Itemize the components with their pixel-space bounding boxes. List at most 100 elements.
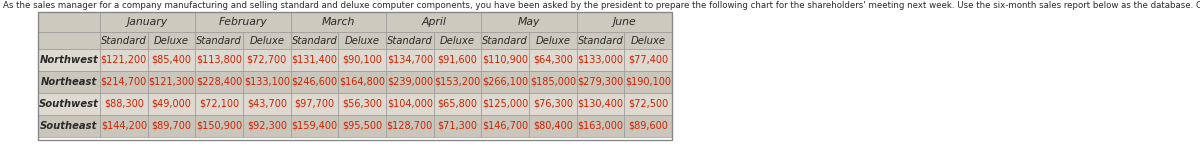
Text: $239,000: $239,000: [386, 77, 433, 87]
Bar: [290, 49, 338, 71]
Text: May: May: [518, 17, 540, 27]
Text: Northwest: Northwest: [40, 55, 98, 65]
Bar: [100, 71, 148, 93]
Bar: [196, 12, 290, 32]
Bar: [577, 71, 624, 93]
Bar: [148, 115, 196, 137]
Bar: [38, 93, 100, 115]
Bar: [529, 71, 577, 93]
Text: $65,800: $65,800: [438, 99, 478, 109]
Bar: [338, 115, 386, 137]
Text: January: January: [127, 17, 168, 27]
Bar: [196, 32, 242, 49]
Bar: [624, 32, 672, 49]
Bar: [529, 49, 577, 71]
Text: Deluxe: Deluxe: [250, 36, 284, 45]
Text: $121,300: $121,300: [149, 77, 194, 87]
Bar: [338, 49, 386, 71]
Bar: [338, 32, 386, 49]
Text: Southwest: Southwest: [40, 99, 98, 109]
Bar: [100, 93, 148, 115]
Text: $150,900: $150,900: [196, 121, 242, 131]
Bar: [338, 93, 386, 115]
Bar: [290, 115, 338, 137]
Bar: [577, 49, 624, 71]
Bar: [386, 93, 433, 115]
Bar: [196, 115, 242, 137]
Bar: [242, 93, 290, 115]
Bar: [481, 12, 577, 32]
Text: $71,300: $71,300: [438, 121, 478, 131]
Text: Standard: Standard: [386, 36, 433, 45]
Text: $90,100: $90,100: [342, 55, 382, 65]
Text: $246,600: $246,600: [292, 77, 337, 87]
Bar: [433, 71, 481, 93]
Bar: [481, 32, 529, 49]
Bar: [242, 115, 290, 137]
Text: $128,700: $128,700: [386, 121, 433, 131]
Text: $85,400: $85,400: [151, 55, 192, 65]
Text: $153,200: $153,200: [434, 77, 481, 87]
Text: February: February: [218, 17, 268, 27]
Text: $164,800: $164,800: [340, 77, 385, 87]
Bar: [529, 93, 577, 115]
Text: $43,700: $43,700: [247, 99, 287, 109]
Bar: [100, 115, 148, 137]
Bar: [242, 32, 290, 49]
Bar: [38, 115, 100, 137]
Bar: [148, 71, 196, 93]
Bar: [242, 71, 290, 93]
Bar: [529, 32, 577, 49]
Bar: [242, 49, 290, 71]
Bar: [481, 93, 529, 115]
Text: $134,700: $134,700: [386, 55, 433, 65]
Text: Northeast: Northeast: [41, 77, 97, 87]
Text: $104,000: $104,000: [386, 99, 433, 109]
Text: As the sales manager for a company manufacturing and selling standard and deluxe: As the sales manager for a company manuf…: [2, 1, 1200, 10]
Bar: [290, 12, 386, 32]
Bar: [433, 93, 481, 115]
Text: $72,700: $72,700: [247, 55, 287, 65]
Text: March: March: [322, 17, 355, 27]
Bar: [100, 49, 148, 71]
Text: $113,800: $113,800: [196, 55, 242, 65]
Text: $130,400: $130,400: [577, 99, 624, 109]
Bar: [386, 49, 433, 71]
Bar: [529, 115, 577, 137]
Text: $77,400: $77,400: [628, 55, 668, 65]
Text: $72,500: $72,500: [628, 99, 668, 109]
Text: $88,300: $88,300: [104, 99, 144, 109]
Bar: [624, 93, 672, 115]
Bar: [100, 12, 196, 32]
Text: $49,000: $49,000: [151, 99, 192, 109]
Text: $190,100: $190,100: [625, 77, 671, 87]
Text: $97,700: $97,700: [294, 99, 335, 109]
Text: $133,100: $133,100: [244, 77, 290, 87]
Text: $91,600: $91,600: [438, 55, 478, 65]
Bar: [577, 12, 672, 32]
Text: $214,700: $214,700: [101, 77, 146, 87]
Text: $110,900: $110,900: [482, 55, 528, 65]
Text: April: April: [421, 17, 446, 27]
Bar: [433, 32, 481, 49]
Bar: [386, 12, 481, 32]
Text: Deluxe: Deluxe: [344, 36, 379, 45]
Text: $159,400: $159,400: [292, 121, 337, 131]
Text: $121,200: $121,200: [101, 55, 146, 65]
Text: Deluxe: Deluxe: [631, 36, 666, 45]
Text: $89,600: $89,600: [629, 121, 668, 131]
Text: June: June: [612, 17, 636, 27]
Bar: [481, 49, 529, 71]
Bar: [290, 71, 338, 93]
Bar: [148, 32, 196, 49]
Bar: [38, 49, 100, 71]
Bar: [386, 115, 433, 137]
Text: Standard: Standard: [101, 36, 146, 45]
Bar: [38, 71, 100, 93]
Text: $76,300: $76,300: [533, 99, 572, 109]
Bar: [577, 115, 624, 137]
Text: $146,700: $146,700: [482, 121, 528, 131]
Bar: [386, 32, 433, 49]
Text: $95,500: $95,500: [342, 121, 383, 131]
Text: $125,000: $125,000: [482, 99, 528, 109]
